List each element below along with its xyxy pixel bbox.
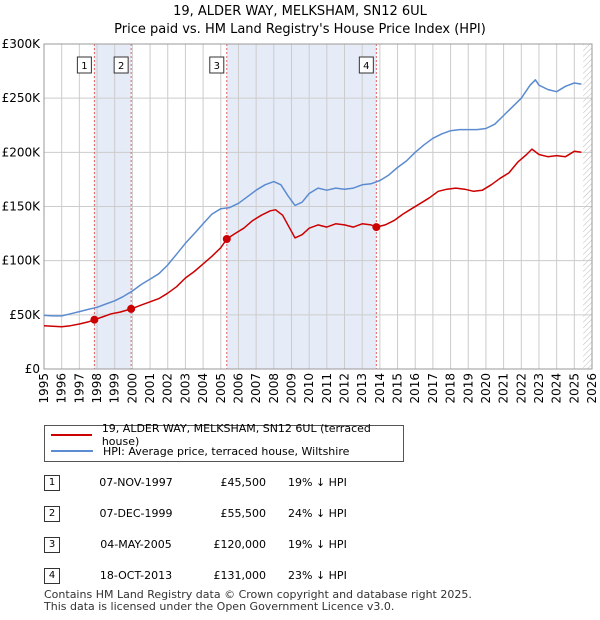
x-tick-label: 2003	[178, 373, 192, 404]
legend-item-property: 19, ALDER WAY, MELKSHAM, SN12 6UL (terra…	[51, 422, 403, 448]
sale-price: £120,000	[213, 538, 267, 551]
plot-frame	[43, 43, 593, 370]
sale-price: £45,500	[220, 476, 267, 489]
x-tick-label: 1999	[108, 373, 122, 404]
sale-hpi-diff: 23% ↓ HPI	[288, 569, 347, 582]
y-tick-label: £0	[25, 362, 40, 376]
x-tick-label: 2020	[479, 373, 493, 404]
sale-point	[90, 315, 99, 324]
x-tick-label: 2000	[125, 373, 139, 404]
sale-marker-badge	[209, 56, 225, 74]
sale-point	[372, 223, 381, 232]
x-tick-label: 1996	[55, 373, 69, 404]
sale-number-badge: 2	[44, 506, 60, 522]
x-tick-label: 2024	[550, 373, 564, 404]
sale-marker-badge	[358, 56, 374, 74]
sale-hpi-diff: 24% ↓ HPI	[288, 507, 347, 520]
sale-number-badge: 3	[44, 537, 60, 553]
x-tick-label: 2016	[408, 373, 422, 404]
sale-point	[127, 304, 136, 313]
sale-marker-badge	[113, 56, 129, 74]
sale-date: 07-NOV-1997	[99, 476, 173, 489]
x-tick-label: 2010	[302, 373, 316, 404]
sale-price: £131,000	[213, 569, 267, 582]
sale-marker-badge	[76, 56, 92, 74]
legend-swatch-hpi	[51, 450, 93, 452]
y-tick-label: £50K	[9, 308, 41, 322]
hpi-line	[43, 79, 582, 317]
sale-marker-label: 1	[81, 61, 87, 72]
x-tick-label: 2018	[444, 373, 458, 404]
x-tick-label: 2025	[567, 373, 581, 404]
x-tick-label: 2013	[355, 373, 369, 404]
x-tick-label: 2012	[338, 373, 352, 404]
sale-date: 04-MAY-2005	[100, 538, 172, 551]
x-tick-label: 2017	[426, 373, 440, 404]
legend: 19, ALDER WAY, MELKSHAM, SN12 6UL (terra…	[44, 422, 404, 462]
x-tick-label: 2011	[320, 373, 334, 404]
x-tick-label: 2023	[532, 373, 546, 404]
x-tick-label: 1997	[72, 373, 86, 404]
x-tick-label: 2019	[461, 373, 475, 404]
x-tick-label: 2006	[231, 373, 245, 404]
x-tick-label: 1998	[90, 373, 104, 404]
x-tick-label: 2021	[497, 373, 511, 404]
property-price-line	[43, 148, 582, 328]
x-tick-label: 2001	[143, 373, 157, 404]
y-tick-label: £250K	[2, 91, 42, 105]
sale-hpi-diff: 19% ↓ HPI	[288, 538, 347, 551]
sale-price: £55,500	[220, 507, 267, 520]
sale-date: 18-OCT-2013	[99, 569, 173, 582]
legend-swatch-property	[51, 434, 92, 436]
sale-marker-label: 4	[363, 61, 369, 72]
sale-number-badge: 4	[44, 568, 60, 584]
x-tick-label: 2022	[514, 373, 528, 404]
legend-label-hpi: HPI: Average price, terraced house, Wilt…	[103, 444, 350, 458]
legend-item-hpi: HPI: Average price, terraced house, Wilt…	[51, 443, 349, 459]
y-tick-label: £200K	[2, 145, 42, 159]
y-tick-label: £300K	[2, 37, 42, 51]
x-tick-label: 2014	[373, 373, 387, 404]
y-tick-label: £150K	[2, 200, 42, 214]
x-tick-label: 2004	[196, 373, 210, 404]
x-tick-label: 1995	[37, 373, 51, 404]
footer: Contains HM Land Registry data © Crown c…	[44, 589, 472, 613]
x-tick-label: 2015	[391, 373, 405, 404]
y-tick-label: £100K	[2, 254, 42, 268]
sale-marker-label: 3	[214, 61, 220, 72]
sale-number-badge: 1	[44, 475, 60, 491]
legend-label-property: 19, ALDER WAY, MELKSHAM, SN12 6UL (terra…	[101, 422, 371, 448]
chart-title-line1: 19, ALDER WAY, MELKSHAM, SN12 6UL	[173, 4, 427, 19]
x-tick-label: 2002	[161, 373, 175, 404]
x-tick-label: 2007	[249, 373, 263, 404]
x-tick-label: 2008	[267, 373, 281, 404]
sale-date: 07-DEC-1999	[99, 507, 173, 520]
sale-hpi-diff: 19% ↓ HPI	[288, 476, 347, 489]
chart-title-line2: Price paid vs. HM Land Registry's House …	[114, 22, 486, 37]
footer-licence: This data is licensed under the Open Gov…	[44, 600, 395, 613]
sale-point	[222, 235, 231, 243]
chart-title: 19, ALDER WAY, MELKSHAM, SN12 6UL Price …	[0, 3, 600, 39]
x-tick-label: 2005	[214, 373, 228, 404]
sale-marker-label: 2	[118, 61, 124, 72]
x-tick-label: 2009	[284, 373, 298, 404]
x-tick-label: 2026	[585, 373, 599, 404]
footer-copyright: Contains HM Land Registry data © Crown c…	[44, 588, 472, 601]
